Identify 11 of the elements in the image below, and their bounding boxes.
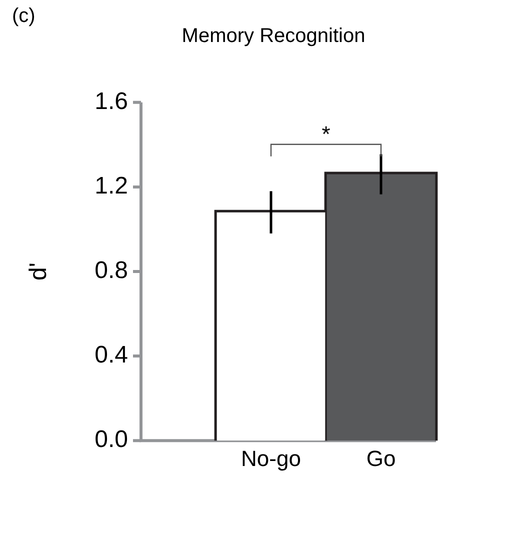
x-tick-label: No-go (241, 446, 301, 471)
y-axis-title: d' (25, 262, 52, 280)
annotation: * (322, 121, 331, 146)
y-tick-label: 1.2 (94, 172, 128, 200)
y-tick-label: 0.4 (94, 342, 128, 369)
x-tick-label: Go (366, 446, 396, 471)
y-tick-label: 0.0 (94, 426, 128, 454)
text: (c) (12, 5, 36, 27)
chart-title: Memory Recognition (182, 25, 366, 47)
y-tick-label: 1.6 (94, 88, 128, 116)
y-tick-label: 0.8 (94, 257, 128, 284)
